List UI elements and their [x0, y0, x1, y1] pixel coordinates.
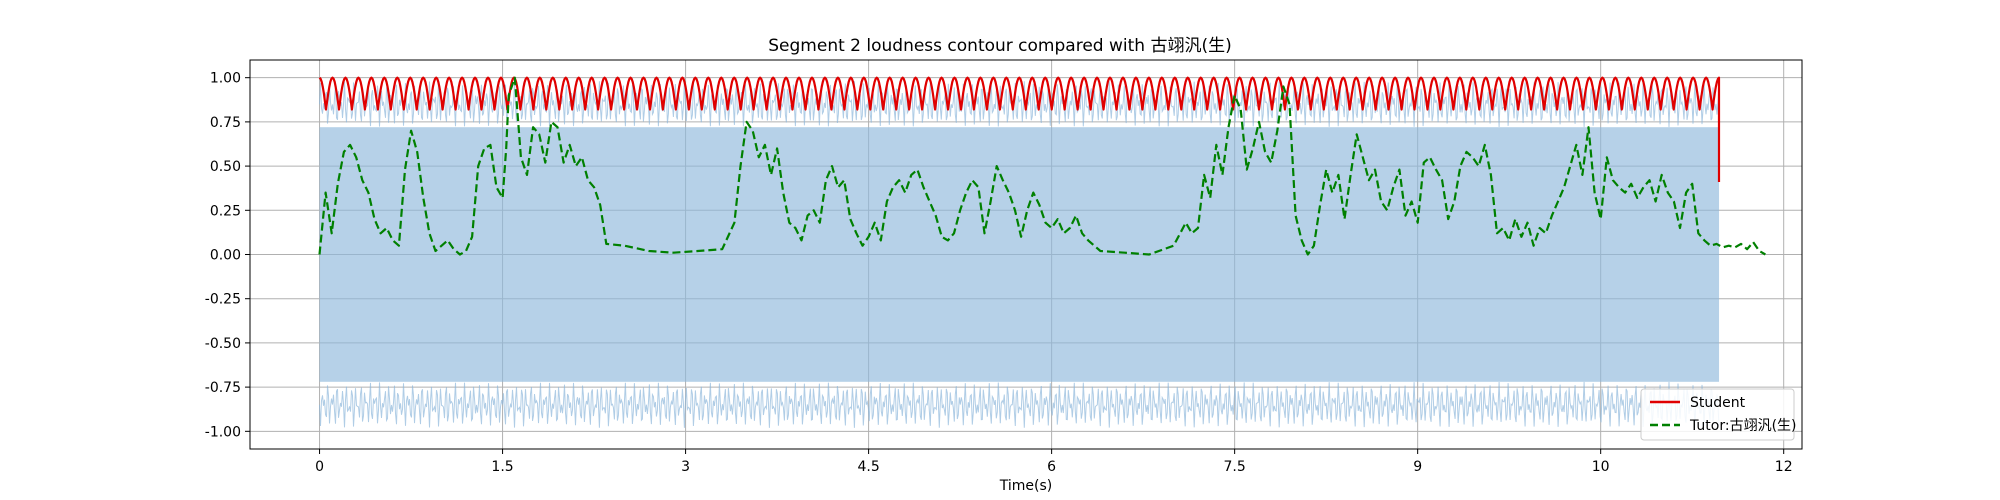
waveform-lower-edge: [319, 381, 1720, 428]
waveform-layer: [319, 81, 1720, 428]
legend: Student Tutor:古翊汎(生): [1640, 388, 1797, 441]
x-tick-label: 4.5: [857, 459, 879, 475]
x-tick-label: 10: [1592, 459, 1610, 475]
y-tick-label: 0.50: [210, 159, 241, 175]
y-tick-label: -0.75: [205, 380, 241, 396]
x-tick-label: 1.5: [491, 459, 513, 475]
x-tick-label: 7.5: [1224, 459, 1246, 475]
y-tick-label: 0.25: [210, 203, 241, 219]
legend-student-label: Student: [1690, 395, 1746, 411]
x-tick-label: 3: [681, 459, 690, 475]
axis-ticks: 0 1.5 3 4.5 6 7.5 9 10 12 1.00 0.75 0.50 0.25 0.00 -0.…: [205, 71, 1793, 475]
waveform-core: [319, 127, 1720, 382]
y-tick-label: 0.00: [210, 248, 241, 264]
legend-tutor-label: Tutor:古翊汎(生): [1689, 418, 1797, 434]
y-tick-label: -1.00: [205, 424, 241, 440]
x-tick-label: 0: [315, 459, 324, 475]
y-tick-label: 1.00: [210, 71, 241, 87]
chart-title: Segment 2 loudness contour compared with…: [768, 36, 1231, 56]
tutor-line: [318, 76, 1766, 256]
y-tick-label: -0.25: [205, 292, 241, 308]
waveform-upper-edge: [319, 81, 1720, 128]
student-line: [318, 76, 1721, 182]
y-tick-label: 0.75: [210, 115, 241, 131]
y-tick-label: -0.50: [205, 336, 241, 352]
x-tick-label: 12: [1775, 459, 1793, 475]
x-tick-label: 6: [1047, 459, 1056, 475]
x-tick-label: 9: [1413, 459, 1422, 475]
x-axis-label: Time(s): [999, 478, 1052, 494]
series-layer: [318, 76, 1766, 256]
